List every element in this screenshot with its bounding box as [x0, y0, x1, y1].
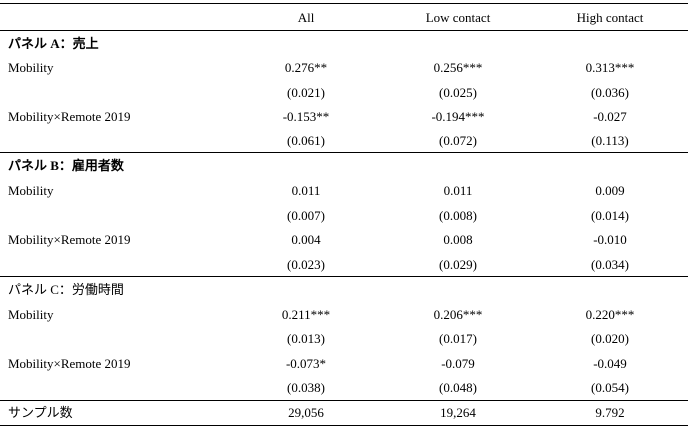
cell-all: 0.276**	[284, 60, 328, 75]
cell-low: 0.011	[443, 183, 473, 198]
header-rule	[0, 30, 688, 31]
cell-low: (0.008)	[439, 208, 477, 223]
sample-size-label: サンプル数	[8, 405, 73, 420]
table-row: (0.007) (0.008) (0.014)	[0, 203, 688, 228]
row-label: Mobility	[8, 307, 54, 322]
cell-all: (0.038)	[287, 380, 325, 395]
cell-low: 0.206***	[433, 307, 483, 322]
panel-c-title-row: パネル C：労働時間	[0, 277, 688, 302]
cell-high: 9.792	[595, 405, 625, 420]
table-row: (0.013) (0.017) (0.020)	[0, 326, 688, 351]
top-rule	[0, 3, 688, 4]
sample-rule	[0, 400, 688, 401]
cell-all: 29,056	[288, 405, 324, 420]
cell-all: 0.211***	[281, 307, 331, 322]
cell-all: -0.073*	[285, 356, 327, 371]
table-row: Mobility 0.276** 0.256*** 0.313***	[0, 55, 688, 80]
panel-a-title-row: パネル A：売上	[0, 31, 688, 56]
cell-all: (0.013)	[287, 331, 325, 346]
cell-high: -0.049	[593, 356, 627, 371]
panel-b-title-row: パネル B：雇用者数	[0, 153, 688, 178]
cell-high: (0.020)	[591, 331, 629, 346]
cell-high: 0.220***	[585, 307, 635, 322]
table-row: Mobility 0.211*** 0.206*** 0.220***	[0, 302, 688, 327]
table-row: Mobility×Remote 2019 -0.153** -0.194*** …	[0, 104, 688, 129]
panel-c-title: パネル C：労働時間	[8, 282, 124, 297]
panel-a-title: パネル A：売上	[8, 36, 99, 51]
cell-low: (0.025)	[439, 85, 477, 100]
panel-c-rule	[0, 276, 688, 277]
row-label: Mobility×Remote 2019	[8, 356, 131, 371]
col-header-low-contact: Low contact	[425, 10, 491, 25]
cell-high: (0.036)	[591, 85, 629, 100]
table-row: Mobility×Remote 2019 -0.073* -0.079 -0.0…	[0, 351, 688, 376]
cell-all: (0.021)	[287, 85, 325, 100]
cell-high: 0.313***	[585, 60, 635, 75]
cell-all: 0.004	[291, 232, 321, 247]
cell-high: (0.014)	[591, 208, 629, 223]
row-label: Mobility×Remote 2019	[8, 109, 131, 124]
cell-all: (0.061)	[287, 133, 325, 148]
cell-all: (0.023)	[287, 257, 325, 272]
cell-low: (0.072)	[439, 133, 477, 148]
table-row: (0.021) (0.025) (0.036)	[0, 80, 688, 105]
cell-low: (0.017)	[439, 331, 477, 346]
cell-high: (0.054)	[591, 380, 629, 395]
cell-high: (0.034)	[591, 257, 629, 272]
table-row: (0.038) (0.048) (0.054)	[0, 375, 688, 400]
col-header-high-contact: High contact	[576, 10, 644, 25]
col-header-all: All	[297, 10, 315, 25]
sample-size-row: サンプル数 29,056 19,264 9.792	[0, 400, 688, 425]
cell-low: -0.079	[441, 356, 475, 371]
cell-high: 0.009	[595, 183, 625, 198]
cell-high: (0.113)	[591, 133, 629, 148]
panel-b-title: パネル B：雇用者数	[8, 158, 124, 173]
row-label: Mobility	[8, 183, 54, 198]
header-row: All Low contact High contact	[0, 5, 688, 30]
cell-low: (0.048)	[439, 380, 477, 395]
bottom-rule	[0, 425, 688, 426]
table-row: Mobility×Remote 2019 0.004 0.008 -0.010	[0, 227, 688, 252]
cell-all: (0.007)	[287, 208, 325, 223]
table-row: Mobility 0.011 0.011 0.009	[0, 178, 688, 203]
cell-low: 19,264	[440, 405, 476, 420]
row-label: Mobility	[8, 60, 54, 75]
panel-b-rule	[0, 152, 688, 153]
cell-low: 0.256***	[433, 60, 483, 75]
row-label: Mobility×Remote 2019	[8, 232, 131, 247]
cell-high: -0.027	[593, 109, 627, 124]
cell-low: (0.029)	[439, 257, 477, 272]
table-row: (0.023) (0.029) (0.034)	[0, 252, 688, 277]
cell-all: -0.153**	[282, 109, 330, 124]
table-row: (0.061) (0.072) (0.113)	[0, 128, 688, 153]
cell-high: -0.010	[593, 232, 627, 247]
cell-low: 0.008	[443, 232, 473, 247]
cell-low: -0.194***	[431, 109, 485, 124]
cell-all: 0.011	[291, 183, 321, 198]
